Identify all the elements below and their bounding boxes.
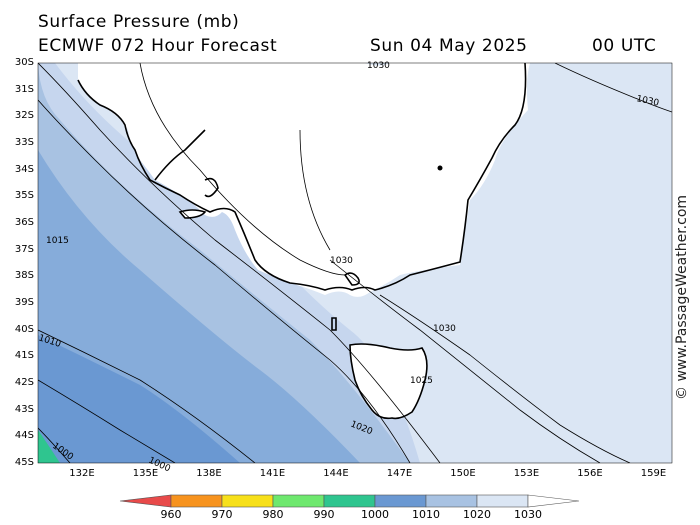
colorbar-level-label: 980	[262, 508, 284, 521]
isobar-label: 1025	[410, 376, 433, 386]
latitude-tick-label: 36S	[14, 217, 34, 228]
coastline-spencer-gulf	[154, 129, 206, 181]
frame	[37, 62, 673, 464]
isobar-label: 1030	[635, 94, 660, 109]
coastline-mainland	[77, 63, 527, 291]
isobar-1015	[38, 99, 411, 463]
isobar-1000	[38, 427, 71, 463]
latitude-tick-label: 39S	[14, 297, 34, 308]
latitude-tick-label: 33S	[14, 137, 34, 148]
coastline-yorke	[204, 177, 219, 198]
longitude-tick-label: 135E	[132, 468, 159, 479]
canberra-marker	[437, 165, 443, 171]
colorbar-level-label: 990	[313, 508, 335, 521]
isobar-1030-west	[139, 63, 346, 276]
isobar-1030-south	[379, 294, 631, 463]
latitude-tick-label: 35S	[14, 190, 34, 202]
forecast-date: Sun 04 May 2025	[370, 36, 528, 56]
colorbar-level-label: 1020	[463, 508, 491, 521]
longitude-tick-label: 159E	[640, 468, 667, 479]
coastline-kangaroo-island	[178, 209, 207, 219]
colorbar-level-label: 970	[211, 508, 233, 521]
band-1000	[38, 430, 60, 463]
isobar-1030-ne	[554, 63, 672, 113]
latitude-tick-label: 42S	[14, 377, 34, 388]
latitude-tick-label: 40S	[14, 323, 34, 335]
coastline-bass-island	[331, 317, 337, 331]
map-title: Surface Pressure (mb)	[38, 12, 240, 32]
latitude-tick-label: 37S	[14, 243, 34, 255]
isobar-1010	[38, 329, 256, 463]
ne-high-region	[560, 63, 672, 120]
isobars	[38, 63, 672, 463]
isobar-1020	[38, 63, 441, 463]
forecast-time: 00 UTC	[592, 36, 657, 56]
latitude-tick-label: 30S	[14, 57, 34, 68]
latitude-tick-label: 44S	[14, 430, 34, 442]
colorbar-level-label: 1030	[514, 508, 542, 521]
isobar-1005	[38, 379, 176, 463]
latitude-tick-label: 34S	[14, 163, 34, 175]
isobar-label: 1030	[330, 256, 353, 266]
coastline-port-phillip	[343, 272, 360, 286]
band-1005	[38, 335, 240, 463]
latitude-tick-label: 31S	[14, 83, 34, 95]
longitude-tick-label: 141E	[259, 468, 286, 479]
latitude-tick-label: 41S	[14, 350, 34, 362]
latitude-tick-label: 38S	[14, 270, 34, 282]
longitude-tick-label: 156E	[577, 468, 603, 479]
forecast-model: ECMWF 072 Hour Forecast	[38, 36, 278, 56]
isobar-label: 1015	[46, 236, 69, 246]
longitude-tick-label: 147E	[386, 468, 413, 479]
longitude-tick-label: 138E	[196, 468, 222, 479]
coastlines	[77, 63, 527, 420]
longitude-tick-label: 150E	[450, 468, 476, 479]
isobar-1025	[329, 259, 601, 463]
isobar-1030-inland	[299, 129, 331, 251]
longitude-tick-label: 153E	[513, 468, 540, 479]
colorbar-level-label: 1000	[361, 508, 389, 521]
isobar-label: 1030	[367, 61, 390, 71]
colorbar-level-label: 960	[160, 508, 182, 521]
longitude-tick-label: 132E	[69, 468, 95, 479]
longitude-tick-label: 144E	[323, 468, 349, 479]
isobar-label: 1030	[433, 324, 456, 334]
latitude-tick-label: 43S	[14, 403, 34, 415]
latitude-tick-label: 45S	[14, 457, 34, 468]
latitude-tick-label: 32S	[14, 110, 34, 122]
pressure-bands	[38, 63, 672, 463]
colorbar-level-label: 1010	[412, 508, 440, 521]
coastline-tasmania	[349, 343, 428, 420]
watermark-text: © www.PassageWeather.com	[674, 194, 690, 400]
tasmania-land	[350, 344, 427, 419]
